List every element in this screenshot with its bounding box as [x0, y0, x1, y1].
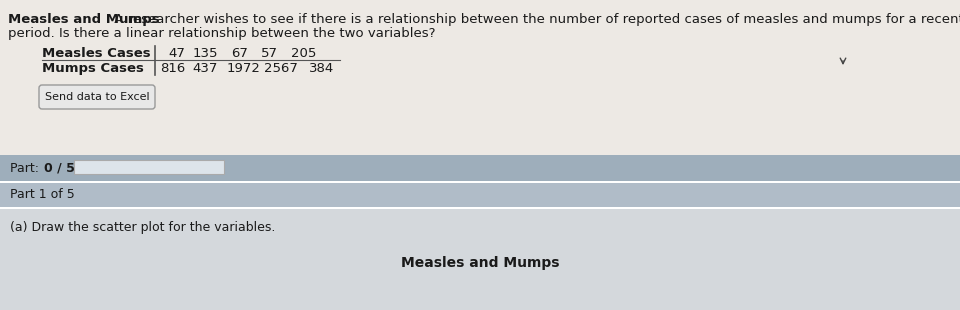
Bar — [0, 183, 960, 207]
Text: 2567: 2567 — [264, 62, 298, 75]
Text: Part:: Part: — [10, 162, 43, 175]
Bar — [74, 160, 224, 174]
Bar — [0, 0, 960, 155]
Text: Send data to Excel: Send data to Excel — [45, 92, 150, 102]
Text: 816: 816 — [159, 62, 185, 75]
Text: Mumps Cases: Mumps Cases — [42, 62, 144, 75]
Text: 135: 135 — [193, 47, 218, 60]
Text: Measles Cases: Measles Cases — [42, 47, 151, 60]
Text: (a) Draw the scatter plot for the variables.: (a) Draw the scatter plot for the variab… — [10, 220, 276, 233]
Text: A researcher wishes to see if there is a relationship between the number of repo: A researcher wishes to see if there is a… — [110, 13, 960, 26]
Text: 384: 384 — [309, 62, 334, 75]
Text: 1972: 1972 — [227, 62, 260, 75]
Text: 67: 67 — [231, 47, 248, 60]
Bar — [0, 155, 960, 181]
Text: period. Is there a linear relationship between the two variables?: period. Is there a linear relationship b… — [8, 27, 436, 40]
Text: 57: 57 — [261, 47, 278, 60]
Text: Measles and Mumps: Measles and Mumps — [400, 256, 560, 270]
Text: 437: 437 — [193, 62, 218, 75]
FancyBboxPatch shape — [39, 85, 155, 109]
Text: Measles and Mumps: Measles and Mumps — [8, 13, 159, 26]
Text: Part 1 of 5: Part 1 of 5 — [10, 188, 75, 202]
Text: 205: 205 — [291, 47, 316, 60]
Text: 47: 47 — [168, 47, 185, 60]
Text: 0 / 5: 0 / 5 — [44, 162, 75, 175]
Bar — [0, 209, 960, 310]
